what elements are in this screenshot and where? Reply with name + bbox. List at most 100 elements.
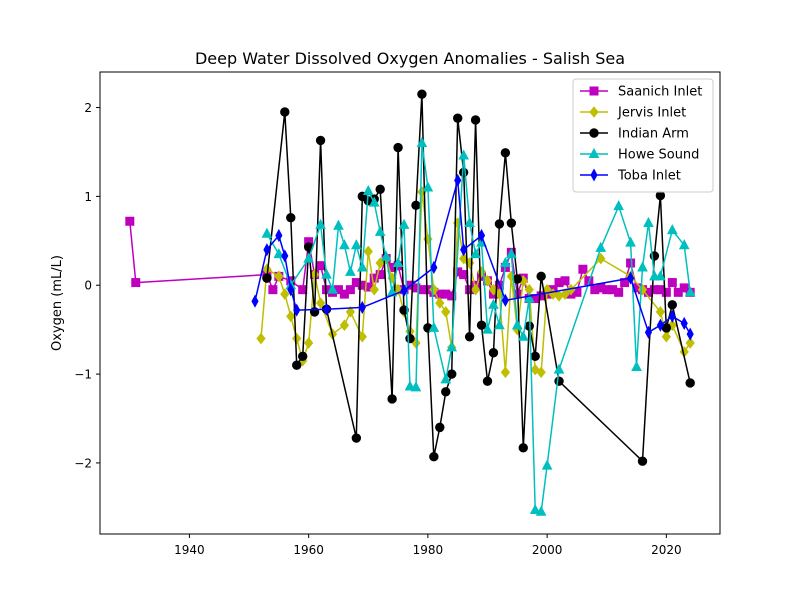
y-tick-label: −2 bbox=[74, 456, 92, 470]
data-point-indian-arm bbox=[417, 89, 427, 99]
data-point-indian-arm bbox=[405, 333, 415, 344]
data-point-howe-sound bbox=[410, 381, 422, 392]
data-point-jervis-inlet bbox=[286, 310, 296, 323]
data-point-howe-sound bbox=[541, 459, 553, 470]
data-point-howe-sound bbox=[404, 380, 416, 391]
data-point-howe-sound bbox=[374, 225, 386, 236]
data-point-jervis-inlet bbox=[345, 306, 356, 318]
data-point-howe-sound bbox=[613, 200, 624, 211]
y-axis: −2 −1 0 1 2 bbox=[74, 101, 100, 470]
data-point-indian-arm bbox=[286, 213, 296, 223]
data-point-toba-inlet bbox=[680, 316, 688, 330]
data-point-indian-arm bbox=[297, 351, 308, 362]
data-point-toba-inlet bbox=[281, 249, 289, 263]
y-tick-label: 2 bbox=[84, 101, 92, 115]
data-point-toba-inlet bbox=[287, 283, 295, 297]
data-point-indian-arm bbox=[637, 456, 648, 466]
legend-label-jervis-inlet: Jervis Inlet bbox=[617, 106, 686, 121]
y-tick-label: −1 bbox=[74, 368, 92, 382]
data-point-saanich-inlet bbox=[459, 270, 469, 280]
legend-label-toba-inlet: Toba Inlet bbox=[617, 169, 681, 184]
data-point-howe-sound bbox=[500, 256, 511, 268]
series-layer bbox=[125, 89, 696, 516]
data-point-howe-sound bbox=[655, 270, 666, 281]
data-point-toba-inlet bbox=[400, 284, 408, 298]
data-point-howe-sound bbox=[553, 363, 565, 374]
data-point-howe-sound bbox=[392, 256, 404, 268]
data-point-howe-sound bbox=[440, 373, 452, 384]
data-point-howe-sound bbox=[631, 360, 642, 371]
data-point-saanich-inlet bbox=[667, 278, 677, 288]
data-point-howe-sound bbox=[684, 286, 696, 297]
data-point-jervis-inlet bbox=[435, 297, 445, 309]
data-point-toba-inlet bbox=[477, 228, 486, 243]
data-point-indian-arm bbox=[315, 135, 326, 146]
data-point-indian-arm bbox=[399, 305, 409, 315]
data-point-toba-inlet bbox=[627, 271, 635, 285]
data-point-howe-sound bbox=[368, 196, 380, 207]
data-point-jervis-inlet bbox=[292, 332, 302, 345]
legend-marker-toba-inlet bbox=[590, 168, 598, 182]
data-point-toba-inlet bbox=[454, 173, 462, 187]
data-point-jervis-inlet bbox=[685, 337, 695, 349]
data-point-indian-arm bbox=[476, 320, 487, 330]
data-point-howe-sound bbox=[303, 252, 314, 263]
data-point-jervis-inlet bbox=[256, 332, 266, 345]
data-point-howe-sound bbox=[380, 250, 392, 261]
legend-item-saanich-inlet: Saanich Inlet bbox=[580, 85, 702, 100]
data-point-indian-arm bbox=[667, 300, 678, 310]
data-point-toba-inlet bbox=[358, 300, 366, 314]
data-point-saanich-inlet bbox=[626, 258, 636, 268]
legend-marker-saanich-inlet bbox=[589, 86, 599, 96]
data-point-jervis-inlet bbox=[304, 337, 314, 349]
data-point-saanich-inlet bbox=[345, 285, 355, 295]
data-point-toba-inlet bbox=[430, 260, 438, 275]
data-point-toba-inlet bbox=[644, 325, 653, 339]
data-point-howe-sound bbox=[327, 283, 338, 294]
data-point-saanich-inlet bbox=[578, 264, 588, 274]
data-point-howe-sound bbox=[321, 268, 332, 279]
data-point-jervis-inlet bbox=[315, 297, 326, 309]
data-point-indian-arm bbox=[655, 190, 666, 201]
x-tick-label: 1980 bbox=[413, 543, 444, 557]
data-point-howe-sound bbox=[351, 239, 362, 250]
legend-item-howe-sound: Howe Sound bbox=[580, 148, 699, 163]
data-point-indian-arm bbox=[464, 332, 475, 342]
data-point-howe-sound bbox=[678, 239, 690, 250]
data-point-howe-sound bbox=[345, 265, 356, 276]
data-point-howe-sound bbox=[261, 227, 273, 238]
data-point-indian-arm bbox=[482, 376, 493, 386]
data-point-indian-arm bbox=[441, 387, 451, 397]
data-point-jervis-inlet bbox=[280, 288, 290, 300]
legend-marker-jervis-inlet bbox=[589, 106, 599, 118]
data-point-howe-sound bbox=[637, 261, 648, 272]
data-point-indian-arm bbox=[387, 394, 397, 404]
data-point-saanich-inlet bbox=[560, 276, 570, 286]
data-point-toba-inlet bbox=[293, 303, 301, 317]
data-point-howe-sound bbox=[529, 503, 541, 515]
data-point-toba-inlet bbox=[251, 294, 259, 308]
data-point-howe-sound bbox=[356, 261, 368, 272]
data-point-indian-arm bbox=[292, 360, 302, 370]
data-point-howe-sound bbox=[446, 341, 458, 352]
data-point-howe-sound bbox=[362, 184, 374, 196]
legend-label-howe-sound: Howe Sound bbox=[618, 148, 699, 163]
data-point-howe-sound bbox=[523, 292, 535, 303]
legend-label-saanich-inlet: Saanich Inlet bbox=[618, 85, 702, 100]
legend-marker-indian-arm bbox=[589, 128, 599, 138]
data-point-toba-inlet bbox=[656, 318, 664, 332]
data-point-howe-sound bbox=[625, 236, 636, 247]
data-point-howe-sound bbox=[398, 218, 410, 229]
data-point-indian-arm bbox=[494, 219, 505, 229]
data-point-howe-sound bbox=[333, 219, 344, 230]
data-point-jervis-inlet bbox=[363, 245, 373, 258]
data-point-howe-sound bbox=[428, 321, 440, 332]
data-point-howe-sound bbox=[511, 319, 523, 330]
data-point-jervis-inlet bbox=[357, 330, 367, 343]
data-point-jervis-inlet bbox=[441, 306, 451, 318]
x-tick-label: 2020 bbox=[651, 543, 682, 557]
data-point-jervis-inlet bbox=[274, 270, 284, 283]
legend-label-indian-arm: Indian Arm bbox=[618, 127, 689, 142]
data-point-indian-arm bbox=[506, 218, 517, 228]
data-point-jervis-inlet bbox=[470, 283, 481, 296]
